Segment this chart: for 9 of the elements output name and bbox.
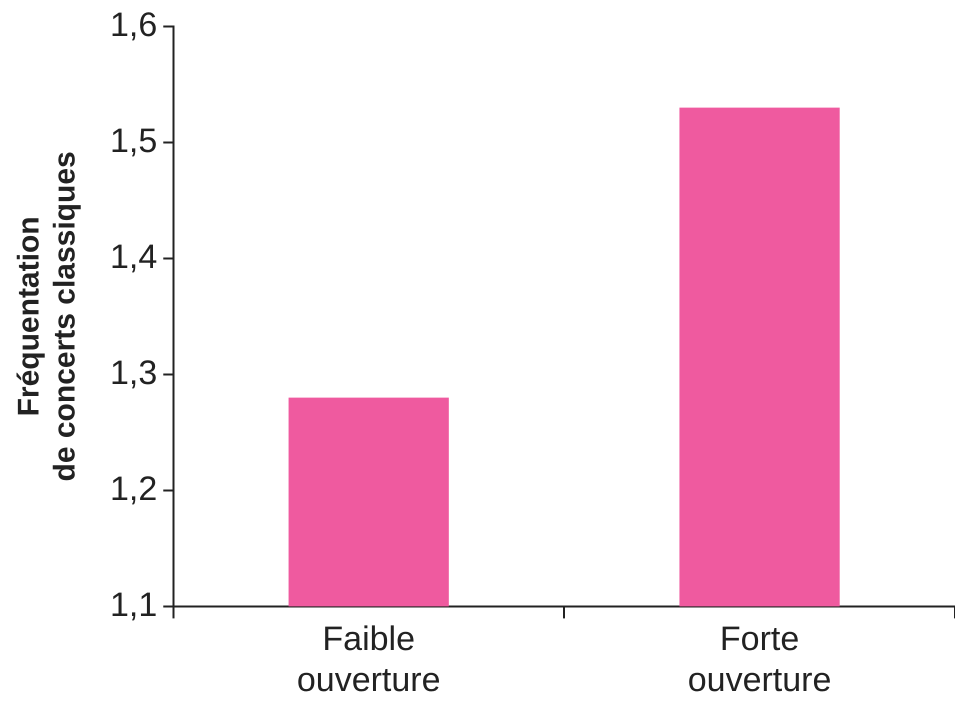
x-tick-label: Forte ouverture bbox=[688, 620, 832, 699]
y-tick-label: 1,3 bbox=[110, 354, 158, 392]
x-tick-label: Faible ouverture bbox=[296, 620, 441, 699]
y-tick-label: 1,1 bbox=[110, 586, 158, 624]
y-tick-label: 1,5 bbox=[110, 122, 158, 160]
y-tick-label: 1,6 bbox=[110, 6, 158, 44]
y-tick-label: 1,4 bbox=[110, 238, 158, 276]
y-tick-label: 1,2 bbox=[110, 470, 158, 508]
y-axis-title: Fréquentation de concerts classiques bbox=[12, 151, 82, 482]
